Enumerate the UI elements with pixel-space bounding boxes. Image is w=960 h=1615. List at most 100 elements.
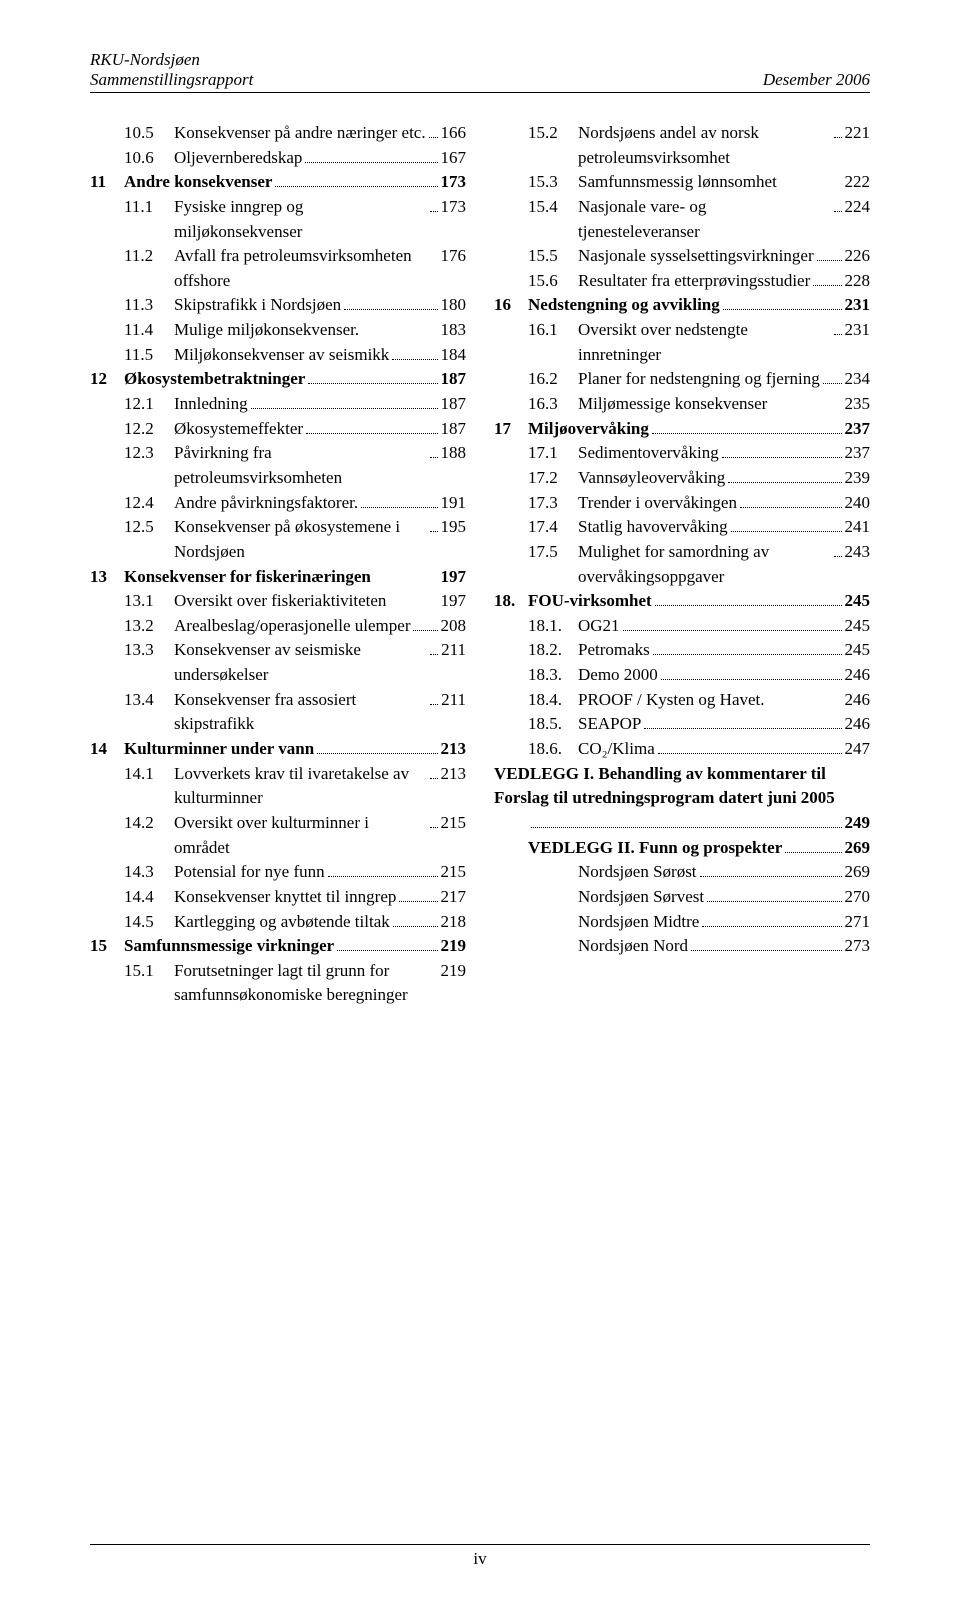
toc-text: Nordsjøen Midtre bbox=[578, 910, 699, 935]
toc-text: Trender i overvåkingen bbox=[578, 491, 737, 516]
toc-leader bbox=[317, 753, 437, 754]
toc-leader bbox=[652, 433, 842, 434]
toc-entry: 12.1Innledning187 bbox=[90, 392, 466, 417]
toc-num: 10.5 bbox=[124, 121, 174, 146]
toc-text: Kulturminner under vann bbox=[124, 737, 314, 762]
toc-num: 13.4 bbox=[124, 688, 174, 713]
toc-page: 166 bbox=[441, 121, 467, 146]
toc-entry: 249 bbox=[494, 811, 870, 836]
toc-text: OG21 bbox=[578, 614, 620, 639]
toc-page: 249 bbox=[845, 811, 871, 836]
toc-num: 11 bbox=[90, 170, 124, 195]
toc-num: 15.4 bbox=[528, 195, 578, 220]
toc-text: Nasjonale sysselsettingsvirkninger bbox=[578, 244, 814, 269]
toc-leader bbox=[306, 433, 437, 434]
toc-page: 188 bbox=[441, 441, 467, 466]
toc-page: 224 bbox=[845, 195, 871, 220]
toc-entry: 17.1Sedimentovervåking237 bbox=[494, 441, 870, 466]
toc-text: Forutsetninger lagt til grunn for samfun… bbox=[174, 959, 441, 1008]
toc-page: 218 bbox=[441, 910, 467, 935]
toc-leader bbox=[740, 507, 842, 508]
toc-entry: 14.5Kartlegging og avbøtende tiltak218 bbox=[90, 910, 466, 935]
toc-left-column: 10.5Konsekvenser på andre næringer etc.1… bbox=[90, 121, 466, 1008]
page-footer: iv bbox=[90, 1544, 870, 1569]
toc-page: 211 bbox=[441, 688, 466, 713]
toc-num: 12.5 bbox=[124, 515, 174, 540]
toc-leader bbox=[823, 383, 842, 384]
toc-page: 235 bbox=[845, 392, 871, 417]
toc-entry: 14.1Lovverkets krav til ivaretakelse av … bbox=[90, 762, 466, 811]
toc-entry: 14.3Potensial for nye funn215 bbox=[90, 860, 466, 885]
toc-num: 11.1 bbox=[124, 195, 174, 220]
toc-num: 12.4 bbox=[124, 491, 174, 516]
toc-leader bbox=[430, 457, 438, 458]
toc-entry: 17.4Statlig havovervåking241 bbox=[494, 515, 870, 540]
toc-num: 16.1 bbox=[528, 318, 578, 343]
toc-text: Miljøkonsekvenser av seismikk bbox=[174, 343, 389, 368]
toc-num: 15.1 bbox=[124, 959, 174, 984]
toc-page: 270 bbox=[845, 885, 871, 910]
toc-page: 183 bbox=[441, 318, 467, 343]
toc-page: 221 bbox=[845, 121, 871, 146]
toc-num: 18.4. bbox=[528, 688, 578, 713]
toc-entry: 16Nedstengning og avvikling231 bbox=[494, 293, 870, 318]
toc-page: 208 bbox=[441, 614, 467, 639]
toc-page: 246 bbox=[845, 663, 871, 688]
toc-text: Oversikt over nedstengte innretninger bbox=[578, 318, 831, 367]
toc-text: Konsekvenser knyttet til inngrep bbox=[174, 885, 396, 910]
page: RKU-Nordsjøen Sammenstillingsrapport Des… bbox=[0, 0, 960, 1068]
toc-num: 15.3 bbox=[528, 170, 578, 195]
toc-num: 10.6 bbox=[124, 146, 174, 171]
toc-page: 273 bbox=[845, 934, 871, 959]
toc-page: 191 bbox=[441, 491, 467, 516]
toc-entry: 11.1Fysiske inngrep og miljøkonsekvenser… bbox=[90, 195, 466, 244]
toc-num: 17.5 bbox=[528, 540, 578, 565]
toc-entry: 12.2Økosystemeffekter187 bbox=[90, 417, 466, 442]
toc-leader bbox=[813, 285, 841, 286]
toc-page: 269 bbox=[845, 836, 871, 861]
toc-text: FOU-virksomhet bbox=[528, 589, 652, 614]
toc-text: Resultater fra etterprøvingsstudier bbox=[578, 269, 810, 294]
toc-text: Petromaks bbox=[578, 638, 650, 663]
toc-leader bbox=[661, 679, 842, 680]
toc-leader bbox=[430, 531, 438, 532]
toc-num: 11.2 bbox=[124, 244, 174, 269]
toc-page: 231 bbox=[845, 318, 871, 343]
toc-page: 213 bbox=[441, 762, 467, 787]
toc-num: 18. bbox=[494, 589, 528, 614]
toc-text: SEAPOP bbox=[578, 712, 641, 737]
toc-num: 17.2 bbox=[528, 466, 578, 491]
header-right: Desember 2006 bbox=[763, 70, 870, 90]
toc-num: 14.3 bbox=[124, 860, 174, 885]
toc-text: PROOF / Kysten og Havet. bbox=[578, 688, 765, 713]
toc-leader bbox=[430, 827, 438, 828]
toc-num: 17.4 bbox=[528, 515, 578, 540]
toc-entry: 17.5Mulighet for samordning av overvåkin… bbox=[494, 540, 870, 589]
toc-page: 240 bbox=[845, 491, 871, 516]
toc-entry: 14.2Oversikt over kulturminner i området… bbox=[90, 811, 466, 860]
toc-text: Nedstengning og avvikling bbox=[528, 293, 720, 318]
toc-entry: 18.1.OG21245 bbox=[494, 614, 870, 639]
toc-entry: 11.5Miljøkonsekvenser av seismikk184 bbox=[90, 343, 466, 368]
toc-entry: 10.5Konsekvenser på andre næringer etc.1… bbox=[90, 121, 466, 146]
toc-page: 180 bbox=[441, 293, 467, 318]
toc-text: Skipstrafikk i Nordsjøen bbox=[174, 293, 341, 318]
toc-page: 219 bbox=[441, 959, 467, 984]
toc-text: Nordsjøen Sørvest bbox=[578, 885, 704, 910]
page-header: RKU-Nordsjøen Sammenstillingsrapport Des… bbox=[90, 50, 870, 93]
toc-num: 13 bbox=[90, 565, 124, 590]
toc-entry: 15.1Forutsetninger lagt til grunn for sa… bbox=[90, 959, 466, 1008]
toc-page: 247 bbox=[845, 737, 871, 762]
toc-entry: 12Økosystembetraktninger187 bbox=[90, 367, 466, 392]
toc-num: 18.3. bbox=[528, 663, 578, 688]
toc-text: Vannsøyleovervåking bbox=[578, 466, 725, 491]
toc-num: 13.2 bbox=[124, 614, 174, 639]
toc-page: 197 bbox=[441, 565, 467, 590]
toc-entry: 12.5Konsekvenser på økosystemene i Nords… bbox=[90, 515, 466, 564]
toc-num: 15 bbox=[90, 934, 124, 959]
toc-entry: 13Konsekvenser for fiskerinæringen197 bbox=[90, 565, 466, 590]
toc-entry: Nordsjøen Sørvest 270 bbox=[494, 885, 870, 910]
toc-text: Oversikt over kulturminner i området bbox=[174, 811, 427, 860]
toc-leader bbox=[691, 950, 841, 951]
toc-num: 15.2 bbox=[528, 121, 578, 146]
